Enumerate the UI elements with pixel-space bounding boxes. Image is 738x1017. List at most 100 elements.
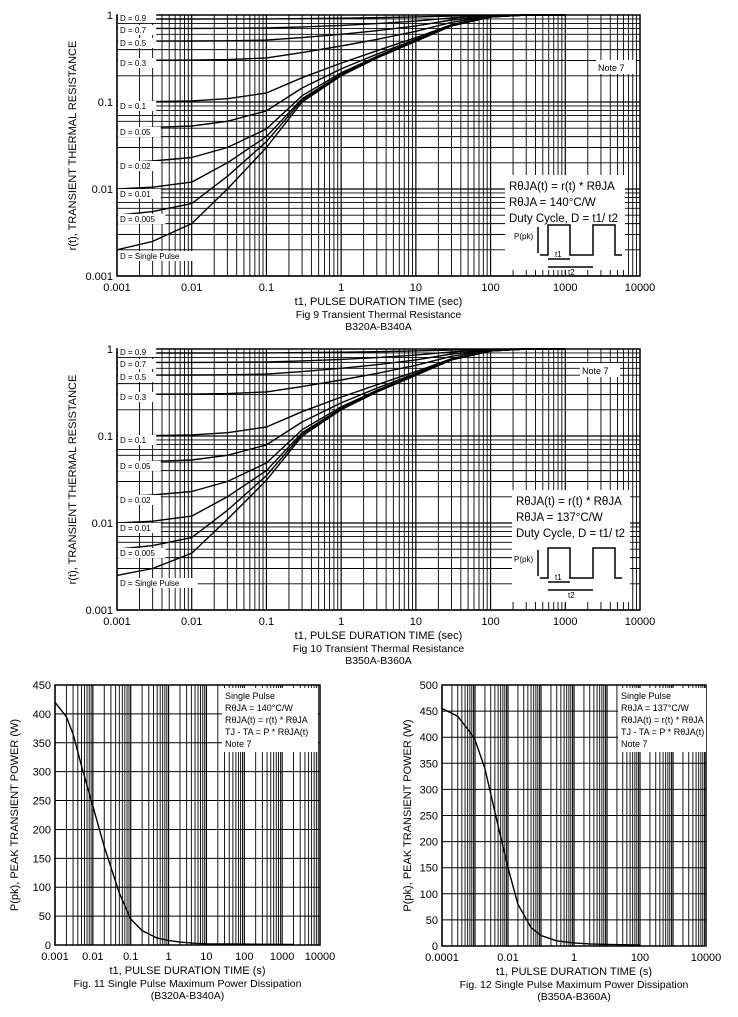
legend-line: Duty Cycle, D = t1/ t2 [509,213,618,225]
y-tick-label: 300 [33,767,51,779]
fig11-chart: 0.001 0.01 0.1 1 10 100 1000 10000 0 50 100 150 200 2… [9,680,335,1002]
legend-line: Note 7 [225,739,252,749]
x-tick-label: 0.1 [259,616,274,628]
series-label-bg [118,495,161,505]
grid [116,15,640,277]
y-tick-label: 300 [420,784,438,796]
legend-line: RθJA = 140°C/W [509,197,596,209]
y-tick-label: 400 [420,732,438,744]
t1-label: t1 [555,573,562,582]
series-label: D = 0.1 [120,102,147,111]
y-axis-label: P(pk), PEAK TRANSIENT POWER (W) [402,719,414,911]
ppk-label: P(pk) [514,232,533,241]
y-tick-label: 150 [420,863,438,875]
series-label: D = Single Pulse [120,579,180,588]
y-tick-label: 450 [33,680,51,692]
x-tick-label: 1 [338,282,344,294]
note-label: Note 7 [598,63,625,73]
series-label-bg [118,161,161,171]
y-tick-label: 100 [420,889,438,901]
series-label: D = 0.5 [120,39,147,48]
series-label: D = 0.9 [120,14,147,23]
legend-box [505,175,625,270]
series-label: D = 0.3 [120,393,147,402]
plot-frame [116,14,641,277]
series-label: D = Single Pulse [120,252,180,261]
note-box [596,60,636,74]
series-label: D = 0.1 [120,436,147,445]
x-axis-label: t1, PULSE DURATION TIME (s) [496,966,652,978]
y-axis-label: r(t), TRANSIENT THERMAL RESISTANCE [67,41,79,251]
y-axis-label: r(t), TRANSIENT THERMAL RESISTANCE [67,375,79,585]
x-tick-label: 1 [338,616,344,628]
y-tick-label: 150 [33,853,51,865]
x-tick-label: 10000 [625,616,656,628]
series-label: D = 0.9 [120,348,147,357]
fig12-chart: 0.0001 0.01 1 100 10000 0 50 100 150 200 250 300 350… [402,680,721,1003]
figure-subcaption: (B320A-B340A) [151,990,225,1002]
series-label: D = 0.02 [120,162,151,171]
y-tick-label: 250 [33,796,51,808]
y-tick-label: 400 [33,709,51,721]
x-tick-label: 1 [571,952,577,964]
y-tick-label: 500 [420,680,438,692]
y-tick-label: 200 [33,824,51,836]
y-tick-label: 0.001 [85,271,113,283]
series-label-bg [118,13,157,23]
y-tick-label: 1 [107,344,113,356]
x-tick-label: 10000 [625,282,656,294]
series-line [116,14,566,251]
series-label-bg [118,359,157,369]
series-label-bg [118,127,161,137]
series-label-bg [118,435,157,445]
series-line [54,701,294,946]
legend-line: TJ - TA = P * RθJA(t) [621,727,704,737]
y-tick-label: 0 [432,941,438,953]
figure-caption: Fig 10 Transient Thermal Resistance [293,643,465,655]
dimension-arrows [537,550,593,591]
series-label-bg [118,101,157,111]
x-tick-label: 100 [631,952,649,964]
legend-box [618,688,706,752]
series-label-bg [118,189,161,199]
series-label: D = 0.005 [120,549,155,558]
legend-line: RθJA(t) = r(t) * RθJA [509,181,615,193]
x-tick-label: 0.0001 [425,952,459,964]
series-label: D = 0.7 [120,360,147,369]
figure-caption: Fig. 12 Single Pulse Maximum Power Dissi… [460,979,689,991]
series-label: D = 0.02 [120,496,151,505]
dimension-arrows [537,227,593,268]
x-axis-label: t1, PULSE DURATION TIME (sec) [295,630,463,642]
note-box [580,363,620,377]
figure-subcaption: (B350A-B360A) [537,991,611,1003]
legend-line: RθJA = 140°C/W [225,703,293,713]
series-label-bg [118,372,157,382]
legend-line: Single Pulse [225,691,275,701]
pulse-waveform [540,224,622,256]
series-label-bg [118,58,157,68]
grid [116,349,640,611]
t2-label: t2 [568,591,575,600]
figure-subcaption: B320A-B340A [345,321,412,333]
x-tick-label: 0.001 [103,616,131,628]
x-tick-label: 10000 [305,951,336,963]
y-tick-label: 100 [33,882,51,894]
series-label: D = 0.005 [120,215,155,224]
x-tick-label: 100 [481,282,499,294]
legend-line: RθJA(t) = r(t) * RθJA [225,715,308,725]
x-tick-label: 0.01 [181,282,202,294]
x-tick-label: 10000 [691,952,722,964]
legend-line: Duty Cycle, D = t1/ t2 [516,528,625,540]
y-tick-label: 350 [420,758,438,770]
y-tick-label: 200 [420,837,438,849]
x-tick-label: 0.001 [103,282,131,294]
x-tick-label: 1000 [270,951,294,963]
legend-line: Single Pulse [621,691,671,701]
fig9-chart: 0.001 0.01 0.1 1 10 100 1000 10000 0.001 0.01 0.1 1… [67,10,655,333]
y-tick-label: 350 [33,738,51,750]
plot-frame [54,684,321,946]
pulse-waveform-diagram [537,224,622,268]
x-tick-label: 0.01 [497,952,518,964]
series-label-bg [118,548,166,558]
legend-line: RθJA(t) = r(t) * RθJA [516,496,622,508]
